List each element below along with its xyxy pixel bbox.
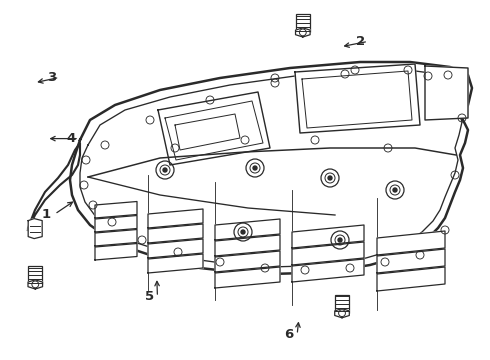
- Text: 4: 4: [67, 132, 75, 145]
- Polygon shape: [295, 64, 420, 133]
- Polygon shape: [70, 62, 472, 274]
- Polygon shape: [292, 225, 364, 248]
- Polygon shape: [95, 230, 137, 246]
- Bar: [296, 14, 310, 32]
- Polygon shape: [292, 242, 364, 265]
- Circle shape: [328, 176, 332, 180]
- Circle shape: [253, 166, 257, 170]
- Polygon shape: [28, 219, 42, 239]
- Polygon shape: [158, 92, 270, 165]
- Polygon shape: [175, 114, 240, 150]
- Polygon shape: [215, 267, 280, 288]
- Polygon shape: [292, 259, 364, 282]
- Polygon shape: [377, 249, 445, 273]
- Polygon shape: [215, 251, 280, 272]
- Circle shape: [241, 230, 245, 234]
- Text: 3: 3: [47, 71, 56, 84]
- Text: 2: 2: [356, 35, 365, 48]
- Bar: [335, 294, 349, 313]
- Text: 5: 5: [145, 291, 154, 303]
- Polygon shape: [28, 143, 80, 230]
- Text: 1: 1: [42, 208, 51, 221]
- Polygon shape: [95, 216, 137, 232]
- Polygon shape: [377, 231, 445, 255]
- Polygon shape: [165, 101, 263, 160]
- Polygon shape: [95, 202, 137, 218]
- Polygon shape: [95, 243, 137, 260]
- Polygon shape: [215, 235, 280, 256]
- Polygon shape: [302, 71, 412, 128]
- Circle shape: [338, 238, 342, 242]
- Polygon shape: [215, 219, 280, 240]
- Polygon shape: [148, 224, 203, 243]
- Polygon shape: [295, 28, 310, 37]
- Polygon shape: [335, 309, 349, 318]
- Polygon shape: [377, 267, 445, 291]
- Polygon shape: [28, 280, 43, 289]
- Circle shape: [393, 188, 397, 192]
- Polygon shape: [148, 209, 203, 228]
- Polygon shape: [425, 66, 468, 120]
- Text: 6: 6: [285, 328, 294, 341]
- Polygon shape: [148, 239, 203, 258]
- Polygon shape: [148, 254, 203, 273]
- Circle shape: [163, 168, 167, 172]
- Bar: [28, 266, 42, 284]
